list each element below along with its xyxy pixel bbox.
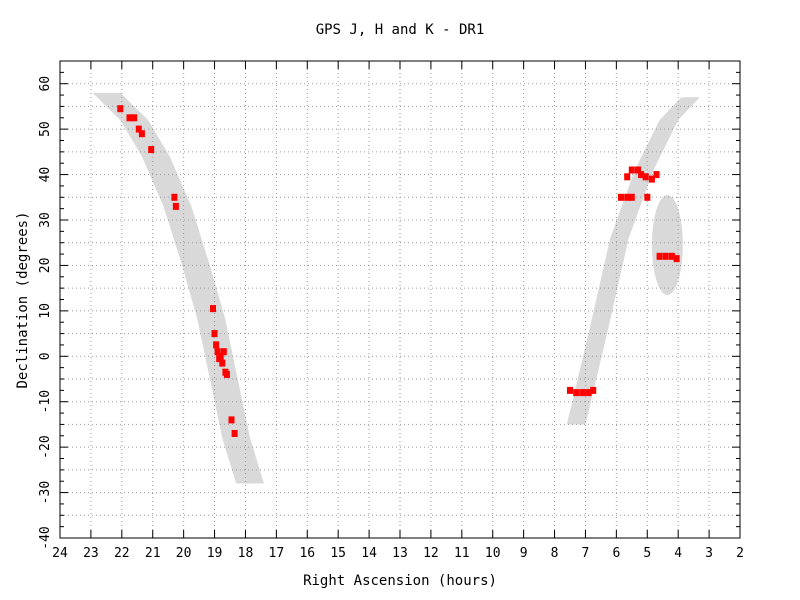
x-tick-label: 14 (361, 546, 377, 561)
data-point (171, 193, 178, 201)
data-point (642, 173, 649, 181)
chart-title: GPS J, H and K - DR1 (316, 22, 485, 38)
coverage-band-1 (92, 92, 264, 484)
x-axis-label: Right Ascension (hours) (303, 573, 497, 589)
y-tick-label: -40 (38, 526, 53, 549)
y-tick-label: 10 (38, 303, 53, 319)
data-point (624, 193, 631, 201)
data-point (126, 114, 133, 122)
x-tick-label: 12 (423, 546, 439, 561)
data-point (231, 430, 238, 437)
data-point (673, 255, 680, 263)
data-point (624, 173, 631, 181)
data-point (585, 389, 592, 397)
x-tick-label: 21 (145, 546, 161, 561)
data-point (579, 389, 586, 397)
x-tick-label: 7 (582, 546, 590, 561)
data-point (628, 166, 635, 174)
x-tick-label: 4 (674, 546, 682, 561)
data-point (213, 341, 220, 349)
plot-frame (59, 60, 741, 539)
data-point (138, 130, 145, 138)
x-tick-label: 17 (269, 546, 285, 561)
x-tick-label: 24 (52, 546, 68, 561)
x-tick-label: 20 (176, 546, 192, 561)
x-tick-label: 13 (392, 546, 408, 561)
data-point (635, 166, 641, 174)
y-tick-label: 20 (38, 258, 53, 274)
y-tick-label: -20 (38, 435, 53, 458)
data-point (590, 386, 597, 394)
x-tick-label: 16 (299, 546, 315, 561)
data-point (644, 193, 651, 201)
data-point (648, 175, 655, 183)
data-point (148, 146, 155, 154)
data-point (638, 171, 645, 179)
x-tick-label: 18 (238, 546, 254, 561)
data-point (210, 305, 216, 313)
data-point (131, 114, 138, 122)
y-tick-label: 60 (38, 76, 53, 92)
x-tick-label: 8 (551, 546, 559, 561)
data-point (135, 125, 142, 133)
data-point (172, 202, 179, 210)
x-tick-label: 15 (330, 546, 346, 561)
x-tick-label: 10 (485, 546, 501, 561)
y-axis-label: Declination (degrees) (15, 211, 31, 388)
data-point (573, 389, 580, 397)
x-tick-label: 5 (643, 546, 651, 561)
data-point (618, 193, 624, 201)
data-point (214, 348, 221, 356)
y-tick-label: -30 (38, 481, 53, 504)
data-point (220, 348, 227, 356)
x-tick-label: 3 (705, 546, 713, 561)
data-point (669, 252, 675, 260)
x-tick-label: 11 (454, 546, 470, 561)
data-point (228, 416, 235, 424)
data-point (219, 359, 226, 367)
x-tick-label: 6 (612, 546, 620, 561)
data-point (117, 105, 124, 113)
grid-lines (60, 60, 740, 538)
y-tick-label: 40 (38, 167, 53, 183)
data-point (656, 252, 663, 260)
x-tick-label: 2 (736, 546, 744, 561)
x-tick-label: 23 (83, 546, 99, 561)
coverage-ellipse (651, 195, 683, 295)
data-point (223, 371, 230, 378)
data-point (628, 193, 635, 201)
x-tick-label: 9 (520, 546, 528, 561)
axis-ticks: 24 23 22 21 20 19 18 17 16 15 14 13 12 11 10 9 8 7 6 5 4 3 2 -4… (38, 60, 744, 561)
y-tick-label: 30 (38, 212, 53, 228)
coverage-band-2 (566, 97, 700, 425)
x-tick-label: 19 (207, 546, 223, 561)
data-point (211, 330, 218, 338)
y-tick-label: 50 (38, 121, 53, 137)
data-point (217, 352, 224, 360)
y-tick-label: -10 (38, 390, 53, 413)
data-point (662, 252, 669, 260)
data-point (567, 386, 573, 394)
y-tick-label: 0 (38, 352, 53, 360)
x-tick-label: 22 (114, 546, 130, 561)
data-point (653, 171, 660, 179)
sky-coverage-regions (92, 92, 700, 484)
data-points (117, 105, 680, 437)
